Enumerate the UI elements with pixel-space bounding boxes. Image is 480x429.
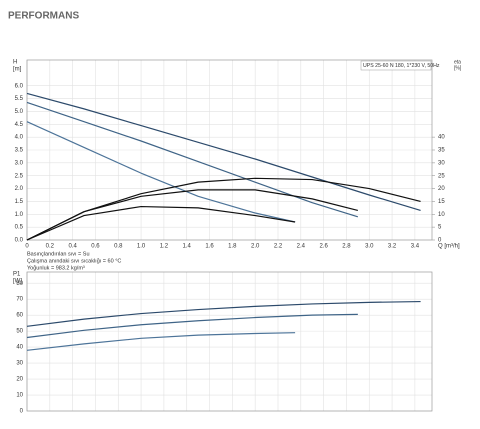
x-tick-label: 2.6 [319,244,328,250]
plot-frame [26,271,433,412]
y-tick-label: 60 [16,313,23,319]
note: Yoğunluk = 983.2 kg/m³ [27,265,85,271]
y-tick-label: 2.5 [15,173,24,179]
y2-tick-label: 30 [438,160,445,166]
y-tick-label: 1.0 [15,212,24,218]
curve [26,101,359,218]
y2-tick-label: 40 [438,135,445,141]
curve [26,121,296,223]
y-axis-label: H [13,60,17,66]
y-tick-label: 0 [20,409,24,415]
x-axis-label: Q [m³/h] [438,244,460,250]
y2-tick-label: 10 [438,212,445,218]
y-axis-unit: [W] [13,279,22,285]
y2-tick-label: 0 [438,238,442,244]
x-tick-label: 0.4 [68,244,77,250]
x-tick-label: 2.4 [297,244,306,250]
x-tick-label: 0.6 [91,244,100,250]
x-tick-label: 2.2 [274,244,283,250]
curve [26,177,421,241]
x-tick-label: 3.0 [365,244,374,250]
y-tick-label: 5.0 [15,109,24,115]
x-tick-label: 2.0 [251,244,260,250]
x-tick-label: 1.0 [137,244,146,250]
y-tick-label: 80 [16,281,23,287]
curve [26,205,296,241]
y2-tick-label: 15 [438,199,445,205]
y-tick-label: 2.0 [15,186,24,192]
x-tick-label: 0.8 [114,244,123,250]
y-tick-label: 5.5 [15,96,24,102]
x-tick-label: 1.4 [183,244,192,250]
y2-axis-unit: [%] [454,65,462,71]
x-tick-label: 0 [25,244,29,250]
y-axis-label: P1 [13,272,21,278]
y-tick-label: 20 [16,377,23,383]
y-tick-label: 50 [16,329,23,335]
curve [26,300,421,327]
legend-text: UPS 25-60 N 180, 1*230 V, 50Hz [363,63,440,69]
legend-box [360,60,432,71]
y2-tick-label: 5 [438,225,442,231]
x-tick-label: 0.2 [46,244,55,250]
y-tick-label: 4.5 [15,122,24,128]
y-tick-label: 40 [16,345,23,351]
y-tick-label: 30 [16,361,23,367]
y-tick-label: 10 [16,393,23,399]
curve [26,313,358,339]
y2-axis-label: eta [454,59,461,65]
y-tick-label: 70 [16,297,23,303]
y-tick-label: 6.0 [15,83,24,89]
x-tick-label: 3.4 [411,244,420,250]
x-tick-label: 1.2 [160,244,169,250]
x-tick-label: 1.8 [228,244,237,250]
x-tick-label: 2.8 [342,244,351,250]
y-tick-label: 0.5 [15,225,24,231]
note: Basınçlandırılan sıvı = Su [27,251,90,257]
y-tick-label: 4.0 [15,135,24,141]
plot-frame [26,59,433,241]
y2-tick-label: 25 [438,173,445,179]
y-tick-label: 3.0 [15,160,24,166]
y2-tick-label: 35 [438,148,445,154]
y-tick-label: 1.5 [15,199,24,205]
curve [26,189,358,241]
y-axis-unit: [m] [13,67,22,73]
x-tick-label: 1.6 [205,244,214,250]
curve [26,332,296,351]
note: Çalışma anındaki sıvı sıcaklığı = 60 °C [27,258,121,264]
page-title: PERFORMANS [8,11,79,22]
y2-tick-label: 20 [438,186,445,192]
y-tick-label: 3.5 [15,148,24,154]
curve [26,92,421,212]
x-tick-label: 3.2 [388,244,397,250]
y-tick-label: 0.0 [15,238,24,244]
